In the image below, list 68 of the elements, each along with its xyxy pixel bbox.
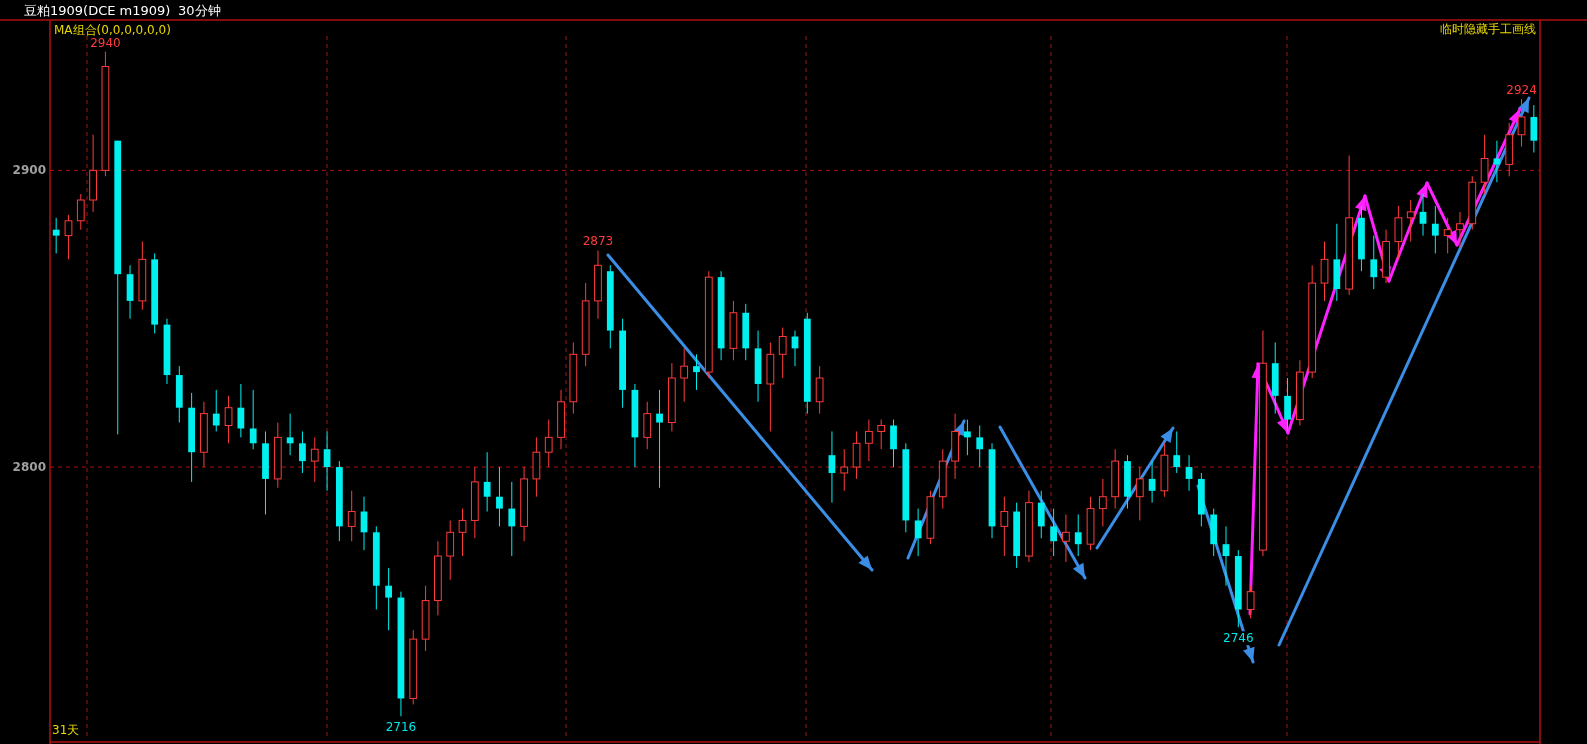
annotation: 2940: [90, 35, 121, 50]
candlestick: [890, 419, 897, 468]
candlestick: [347, 490, 356, 542]
candlestick: [1185, 454, 1193, 492]
candlestick: [249, 389, 257, 450]
candlestick: [237, 383, 245, 438]
candlestick: [508, 481, 516, 557]
chart-subtitle: 30分钟: [178, 3, 221, 18]
candlestick: [852, 430, 861, 480]
candlestick: [76, 193, 85, 231]
candlestick: [693, 353, 700, 391]
y-tick-label: 2900: [12, 163, 46, 178]
candlestick: [865, 419, 873, 462]
candlestick: [964, 419, 971, 456]
candlestick: [1284, 377, 1291, 432]
candlestick: [877, 419, 886, 450]
candlestick: [310, 436, 319, 483]
candlestick: [1480, 134, 1489, 195]
candlestick: [976, 425, 984, 468]
candlestick: [286, 413, 294, 456]
candlestick: [1456, 211, 1464, 248]
candlestick: [544, 419, 553, 468]
annotation: 2873: [582, 234, 614, 249]
candlestick: [680, 347, 689, 403]
candlestick: [299, 430, 306, 474]
candlestick: [1135, 466, 1144, 521]
candlestick: [1406, 199, 1415, 243]
candlestick: [224, 395, 233, 444]
candlestick: [212, 389, 220, 432]
candlestick: [483, 451, 491, 513]
candlestick: [778, 327, 787, 379]
candlestick: [643, 401, 652, 450]
y-tick-label: 2800: [12, 460, 46, 475]
annotation: MA组合(0,0,0,0,0,0): [54, 23, 171, 37]
candlestick: [52, 217, 60, 254]
candlestick: [1370, 235, 1378, 290]
candlestick: [1074, 514, 1082, 557]
candlestick: [1173, 430, 1181, 474]
candlestick: [914, 508, 922, 557]
candlestick: [64, 214, 73, 260]
chart-title: 豆粕1909(DCE m1909): [24, 3, 171, 18]
annotation: 31天: [52, 723, 80, 737]
candlestick: [1222, 525, 1230, 587]
candlestick: [385, 567, 393, 631]
candlestick: [446, 519, 455, 581]
candlestick: [1050, 508, 1057, 557]
candlestick: [656, 389, 663, 489]
annotation: 2924: [1506, 83, 1537, 98]
candlestick: [1493, 140, 1501, 183]
candlestick: [1246, 585, 1255, 619]
annotation: 2716: [385, 720, 417, 735]
candlestick: [1098, 478, 1107, 527]
candlestick: [1320, 241, 1329, 302]
candlestick: [1037, 490, 1045, 539]
candlestick: [1530, 104, 1538, 154]
candlestick: [1394, 205, 1403, 260]
annotation: 2746: [1223, 631, 1254, 646]
annotation: 临时隐藏手工画线: [1440, 22, 1536, 36]
candlestick: [791, 330, 799, 367]
candlestick: [496, 466, 503, 527]
candlestick: [815, 365, 824, 415]
candlestick: [1000, 496, 1009, 557]
candlestick: [840, 448, 849, 492]
candlestick: [1431, 205, 1439, 254]
candlestick: [458, 508, 467, 557]
candlestick: [1443, 217, 1452, 254]
candlestick: [1062, 514, 1070, 563]
candlestick: [1148, 460, 1156, 504]
